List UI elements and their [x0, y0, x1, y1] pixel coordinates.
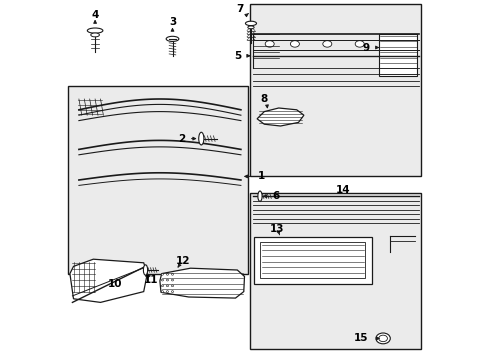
Polygon shape [70, 259, 147, 302]
Ellipse shape [171, 279, 173, 281]
Text: 10: 10 [107, 279, 122, 289]
Ellipse shape [378, 335, 386, 342]
Text: 8: 8 [260, 94, 267, 104]
Polygon shape [257, 108, 303, 126]
Text: 6: 6 [272, 191, 279, 201]
Text: 13: 13 [269, 224, 284, 234]
Ellipse shape [354, 41, 364, 47]
Ellipse shape [245, 21, 256, 26]
Text: 11: 11 [143, 275, 158, 285]
Ellipse shape [383, 41, 392, 47]
Ellipse shape [87, 28, 102, 33]
Ellipse shape [257, 191, 262, 201]
Ellipse shape [166, 285, 168, 287]
Ellipse shape [171, 274, 173, 275]
FancyBboxPatch shape [249, 193, 420, 349]
Text: 12: 12 [175, 256, 189, 266]
Ellipse shape [198, 132, 203, 145]
Text: 9: 9 [362, 42, 369, 53]
Text: 15: 15 [353, 333, 368, 343]
Ellipse shape [264, 41, 274, 47]
Text: 14: 14 [336, 185, 350, 195]
Ellipse shape [166, 279, 168, 281]
Ellipse shape [166, 291, 168, 293]
Ellipse shape [91, 33, 99, 37]
Ellipse shape [171, 285, 173, 287]
Ellipse shape [166, 274, 168, 275]
Ellipse shape [161, 291, 163, 293]
FancyBboxPatch shape [249, 4, 420, 176]
Ellipse shape [171, 291, 173, 293]
Ellipse shape [143, 265, 147, 275]
Ellipse shape [290, 41, 299, 47]
Ellipse shape [322, 41, 331, 47]
FancyBboxPatch shape [260, 242, 365, 278]
Ellipse shape [375, 333, 389, 344]
Ellipse shape [161, 274, 163, 275]
Text: 7: 7 [236, 4, 243, 14]
FancyBboxPatch shape [379, 34, 416, 76]
Ellipse shape [161, 285, 163, 287]
Text: 2: 2 [178, 134, 185, 144]
Text: 5: 5 [234, 51, 241, 61]
FancyBboxPatch shape [68, 86, 247, 274]
Ellipse shape [247, 26, 254, 29]
FancyBboxPatch shape [254, 237, 371, 284]
Ellipse shape [161, 279, 163, 281]
Ellipse shape [166, 36, 179, 41]
Text: 3: 3 [168, 17, 176, 27]
Text: 1: 1 [257, 171, 264, 181]
Text: 4: 4 [91, 10, 99, 20]
Polygon shape [160, 268, 244, 298]
